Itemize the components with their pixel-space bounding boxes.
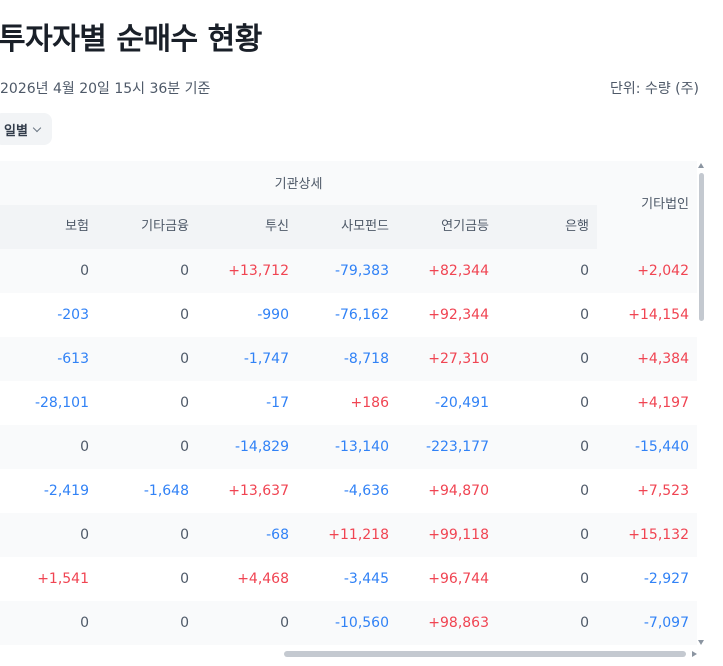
column-header-bank: 은행: [565, 219, 589, 234]
cell-other-finance: 0: [180, 571, 189, 587]
table-row: -613 0 -1,747 -8,718 +27,310 0 +4,384: [0, 337, 697, 381]
cell-private-fund: -3,445: [343, 571, 389, 587]
cell-bank: 0: [580, 483, 589, 499]
cell-other-corp: -2,927: [643, 571, 689, 587]
cell-investment-trust: -68: [266, 527, 289, 543]
table-row: 0 0 -14,829 -13,140 -223,177 0 -15,440: [0, 425, 697, 469]
cell-other-corp: +7,523: [637, 483, 689, 499]
vertical-scroll-thumb[interactable]: [699, 173, 704, 321]
table-row: 0 0 +13,712 -79,383 +82,344 0 +2,042: [0, 249, 697, 293]
cell-pension-fund: +94,870: [428, 483, 489, 499]
vertical-scrollbar[interactable]: [698, 163, 705, 647]
cell-other-finance: 0: [180, 439, 189, 455]
cell-bank: 0: [580, 307, 589, 323]
column-header-investment-trust: 투신: [265, 219, 289, 234]
cell-private-fund: -8,718: [343, 351, 389, 367]
table-row: 0 0 0 -10,560 +98,863 0 -7,097: [0, 601, 697, 645]
unit-label: 단위: 수량 (주): [610, 81, 699, 97]
cell-insurance: -2,419: [43, 483, 89, 499]
cell-pension-fund: +96,744: [428, 571, 489, 587]
institution-subheader: [0, 205, 597, 249]
cell-pension-fund: +99,118: [428, 527, 489, 543]
cell-bank: 0: [580, 395, 589, 411]
cell-other-finance: 0: [180, 263, 189, 279]
column-header-other-finance: 기타금융: [141, 219, 189, 234]
horizontal-scrollbar[interactable]: [0, 650, 697, 658]
cell-insurance: 0: [80, 439, 89, 455]
cell-insurance: +1,541: [37, 571, 89, 587]
cell-other-corp: -15,440: [634, 439, 689, 455]
cell-other-finance: 0: [180, 351, 189, 367]
cell-other-corp: +2,042: [637, 263, 689, 279]
cell-private-fund: -4,636: [343, 483, 389, 499]
investor-table: 기관상세 보험 기타금융 투신 사모펀드 연기금등 은행 기타법인 0 0 +13,712 -79…: [0, 161, 697, 645]
cell-investment-trust: 0: [280, 615, 289, 631]
cell-other-corp: +14,154: [628, 307, 689, 323]
cell-pension-fund: -20,491: [434, 395, 489, 411]
cell-bank: 0: [580, 263, 589, 279]
table-row: -28,101 0 -17 +186 -20,491 0 +4,197: [0, 381, 697, 425]
period-dropdown-label: 일별: [4, 123, 28, 139]
cell-insurance: -203: [57, 307, 89, 323]
table-row: +1,541 0 +4,468 -3,445 +96,744 0 -2,927: [0, 557, 697, 601]
cell-pension-fund: +27,310: [428, 351, 489, 367]
column-header-private-fund: 사모펀드: [341, 219, 389, 234]
cell-bank: 0: [580, 439, 589, 455]
cell-other-finance: 0: [180, 307, 189, 323]
cell-private-fund: -13,140: [334, 439, 389, 455]
scroll-down-arrow-icon[interactable]: [698, 640, 704, 645]
cell-investment-trust: +4,468: [237, 571, 289, 587]
scroll-up-arrow-icon[interactable]: [698, 163, 704, 168]
page-title: 투자자별 순매수 현황: [0, 22, 262, 57]
cell-private-fund: -10,560: [334, 615, 389, 631]
cell-bank: 0: [580, 615, 589, 631]
table-row: -2,419 -1,648 +13,637 -4,636 +94,870 0 +7,523: [0, 469, 697, 513]
horizontal-scroll-thumb[interactable]: [284, 651, 686, 657]
table-row: -203 0 -990 -76,162 +92,344 0 +14,154: [0, 293, 697, 337]
scroll-right-arrow-icon[interactable]: [692, 651, 697, 657]
cell-bank: 0: [580, 527, 589, 543]
group-header-institution-detail: 기관상세: [274, 177, 323, 192]
cell-other-corp: +15,132: [628, 527, 689, 543]
column-header-other-corp: 기타법인: [641, 197, 689, 212]
cell-other-finance: 0: [180, 527, 189, 543]
cell-pension-fund: +92,344: [428, 307, 489, 323]
column-header-pension-fund: 연기금등: [441, 219, 489, 234]
cell-insurance: 0: [80, 615, 89, 631]
column-header-insurance: 보험: [65, 219, 89, 234]
cell-insurance: 0: [80, 263, 89, 279]
table-row: 0 0 -68 +11,218 +99,118 0 +15,132: [0, 513, 697, 557]
cell-private-fund: +11,218: [328, 527, 389, 543]
cell-insurance: -28,101: [34, 395, 89, 411]
cell-insurance: 0: [80, 527, 89, 543]
cell-other-finance: 0: [180, 615, 189, 631]
period-dropdown[interactable]: 일별: [0, 113, 52, 145]
cell-bank: 0: [580, 571, 589, 587]
cell-other-finance: 0: [180, 395, 189, 411]
cell-investment-trust: +13,637: [228, 483, 289, 499]
cell-investment-trust: -14,829: [234, 439, 289, 455]
cell-other-corp: -7,097: [643, 615, 689, 631]
cell-investment-trust: -1,747: [243, 351, 289, 367]
cell-bank: 0: [580, 351, 589, 367]
cell-other-corp: +4,197: [637, 395, 689, 411]
cell-investment-trust: -990: [257, 307, 289, 323]
cell-pension-fund: -223,177: [426, 439, 489, 455]
cell-private-fund: -76,162: [334, 307, 389, 323]
cell-pension-fund: +98,863: [428, 615, 489, 631]
cell-private-fund: -79,383: [334, 263, 389, 279]
timestamp-label: 2026년 4월 20일 15시 36분 기준: [0, 81, 211, 97]
cell-other-corp: +4,384: [637, 351, 689, 367]
cell-pension-fund: +82,344: [428, 263, 489, 279]
cell-private-fund: +186: [350, 395, 389, 411]
chevron-down-icon: [32, 123, 42, 132]
cell-investment-trust: -17: [266, 395, 289, 411]
cell-investment-trust: +13,712: [228, 263, 289, 279]
cell-other-finance: -1,648: [143, 483, 189, 499]
cell-insurance: -613: [57, 351, 89, 367]
